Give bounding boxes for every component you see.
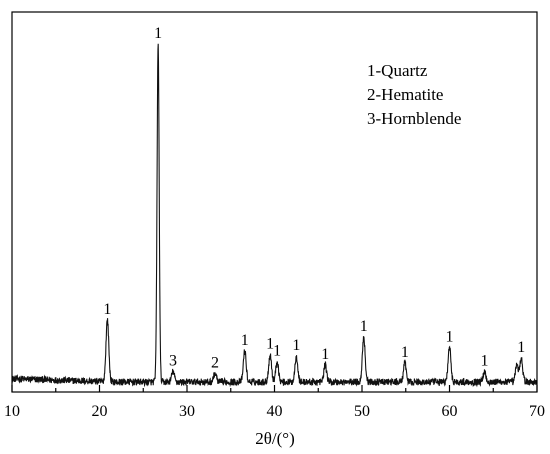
legend: 1-Quartz 2-Hematite 3-Hornblende — [367, 61, 461, 128]
x-tick-label: 30 — [179, 403, 195, 420]
x-tick-label: 70 — [529, 403, 545, 420]
x-tick-label: 10 — [4, 403, 20, 420]
peak-label: 1 — [481, 353, 489, 370]
peak-label: 1 — [273, 342, 281, 359]
peak-label: 1 — [517, 339, 525, 356]
x-tick-label: 20 — [92, 403, 108, 420]
peak-label: 2 — [211, 354, 219, 371]
peak-label: 1 — [446, 329, 454, 346]
peak-label: 1 — [292, 337, 300, 354]
plot-frame — [11, 11, 538, 393]
legend-entry: 3-Hornblende — [367, 109, 461, 128]
plot-layer — [11, 43, 538, 388]
peak-label: 1 — [154, 25, 162, 42]
peak-label: 1 — [321, 346, 329, 363]
x-axis-label: 2θ/(°) — [255, 429, 295, 448]
x-tick-label: 60 — [442, 403, 458, 420]
x-tick-label: 40 — [267, 403, 283, 420]
tick-layer: 10 20 30 40 50 60 70 — [4, 385, 545, 420]
x-tick-label: 50 — [354, 403, 370, 420]
peak-label: 1 — [266, 335, 274, 352]
xrd-trace-line — [11, 43, 538, 388]
peak-label: 1 — [241, 332, 249, 349]
peak-label: 3 — [169, 353, 177, 370]
peak-label: 1 — [401, 344, 409, 361]
legend-entry: 1-Quartz — [367, 61, 428, 80]
peak-label: 1 — [360, 318, 368, 335]
legend-entry: 2-Hematite — [367, 85, 443, 104]
peak-label: 1 — [103, 301, 111, 318]
